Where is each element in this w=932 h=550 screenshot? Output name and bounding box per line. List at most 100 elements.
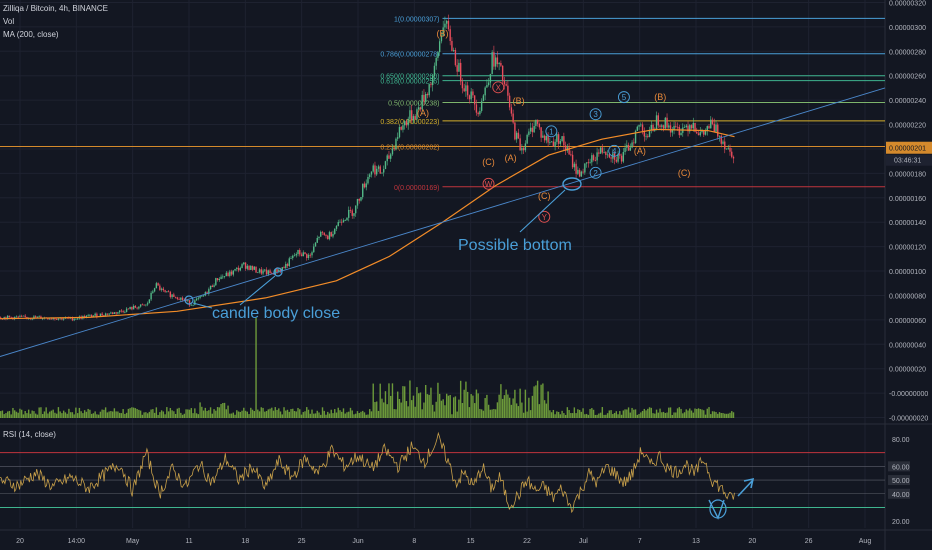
wave-label: (C) [678,168,691,178]
candle-body [241,264,243,268]
volume-bar [379,383,381,418]
candle-body [118,310,121,313]
volume-bar [410,400,413,418]
volume-bar [662,411,665,418]
candle-body [257,272,259,274]
ma-legend: MA (200, close) [3,30,59,39]
volume-bar [409,380,411,418]
volume-bar [197,414,200,418]
candle-body [230,271,233,275]
volume-bar [76,413,79,418]
price-tick-label: 0.00000040 [889,342,926,349]
volume-bar [52,409,54,418]
time-tick-label: 8 [412,538,416,545]
candle-body [724,141,726,150]
candle-body [106,313,109,315]
volume-bar [424,385,427,418]
candle-body [680,132,682,136]
volume-bar [92,413,95,418]
candles [0,14,735,322]
volume-bar [654,413,656,418]
candle-body [159,285,161,290]
volume-bar [503,395,506,418]
volume-bar [643,408,646,418]
volume-bar [505,389,507,418]
volume-bar [584,414,586,418]
volume-bar [162,411,165,418]
candle-body [571,154,574,168]
candle-body [255,266,257,273]
fib-label: 0.786(0.00000278) [380,52,439,59]
candle-body [195,298,198,301]
volume-bar [501,398,504,418]
candle-body [704,130,707,135]
price-tick-label: 0.00000180 [889,171,926,178]
candle-body [430,84,432,86]
volume-bar [556,411,558,418]
candle-body [445,20,448,24]
candle-body [276,269,278,273]
volume-bar [718,412,721,418]
volume-bar [384,391,387,418]
candle-body [48,318,51,320]
volume-bar [360,411,362,418]
volume-bar [341,411,343,418]
volume-bar [19,408,21,418]
volume-bar [652,413,654,418]
candle-body [31,318,33,320]
volume-bar [234,414,236,418]
time-tick-label: 7 [638,538,642,545]
candle-body [599,147,602,154]
volume-bar [622,410,625,418]
volume-bar [606,413,609,418]
candle-body [356,198,359,206]
candle-body [103,315,105,317]
price-tick-label: 0.00000120 [889,245,926,252]
price-tick-label: 0.00000080 [889,293,926,300]
time-tick-label: 18 [241,538,249,545]
candle-body [405,121,408,126]
time-tick-label: Jun [352,538,363,545]
candle-body [718,135,721,137]
volume-bar [479,408,481,418]
candle-body [313,246,315,253]
candle-body [229,271,231,277]
volume-bar [552,409,555,418]
candle-body [619,154,621,156]
candle-body [180,297,182,300]
candle-body [99,313,102,317]
bottom-circle [562,177,582,191]
wave-circle [492,81,505,94]
volume-bar [355,413,357,418]
volume-bar [566,407,569,418]
candle-body [339,221,341,223]
volume-bar [281,414,283,418]
candle-body [346,217,348,221]
wave-label: (C) [538,191,551,201]
volume-bar [257,409,259,418]
candle-body [17,316,19,318]
volume-bar [690,410,693,418]
volume-bar [603,414,605,418]
volume-bar [146,413,149,418]
candle-body [652,124,654,131]
candle-body [690,125,693,129]
volume-bar [468,407,471,418]
candle-body [19,315,21,317]
candle-body [437,52,439,58]
time-tick-label: 20 [16,538,24,545]
candle-body [606,154,609,156]
volume-bar [61,413,63,418]
candle-body [376,168,378,175]
volume-bar [180,412,182,418]
candle-body [538,123,541,128]
volume-bar [689,408,691,418]
candle-body [732,156,735,159]
wave-circle [589,108,602,121]
wave-label: 2 [593,169,598,178]
volume-bar [412,395,415,418]
volume-bar [157,414,159,418]
candle-body [438,41,441,53]
candle-body [372,165,374,172]
candle-body [213,285,215,287]
